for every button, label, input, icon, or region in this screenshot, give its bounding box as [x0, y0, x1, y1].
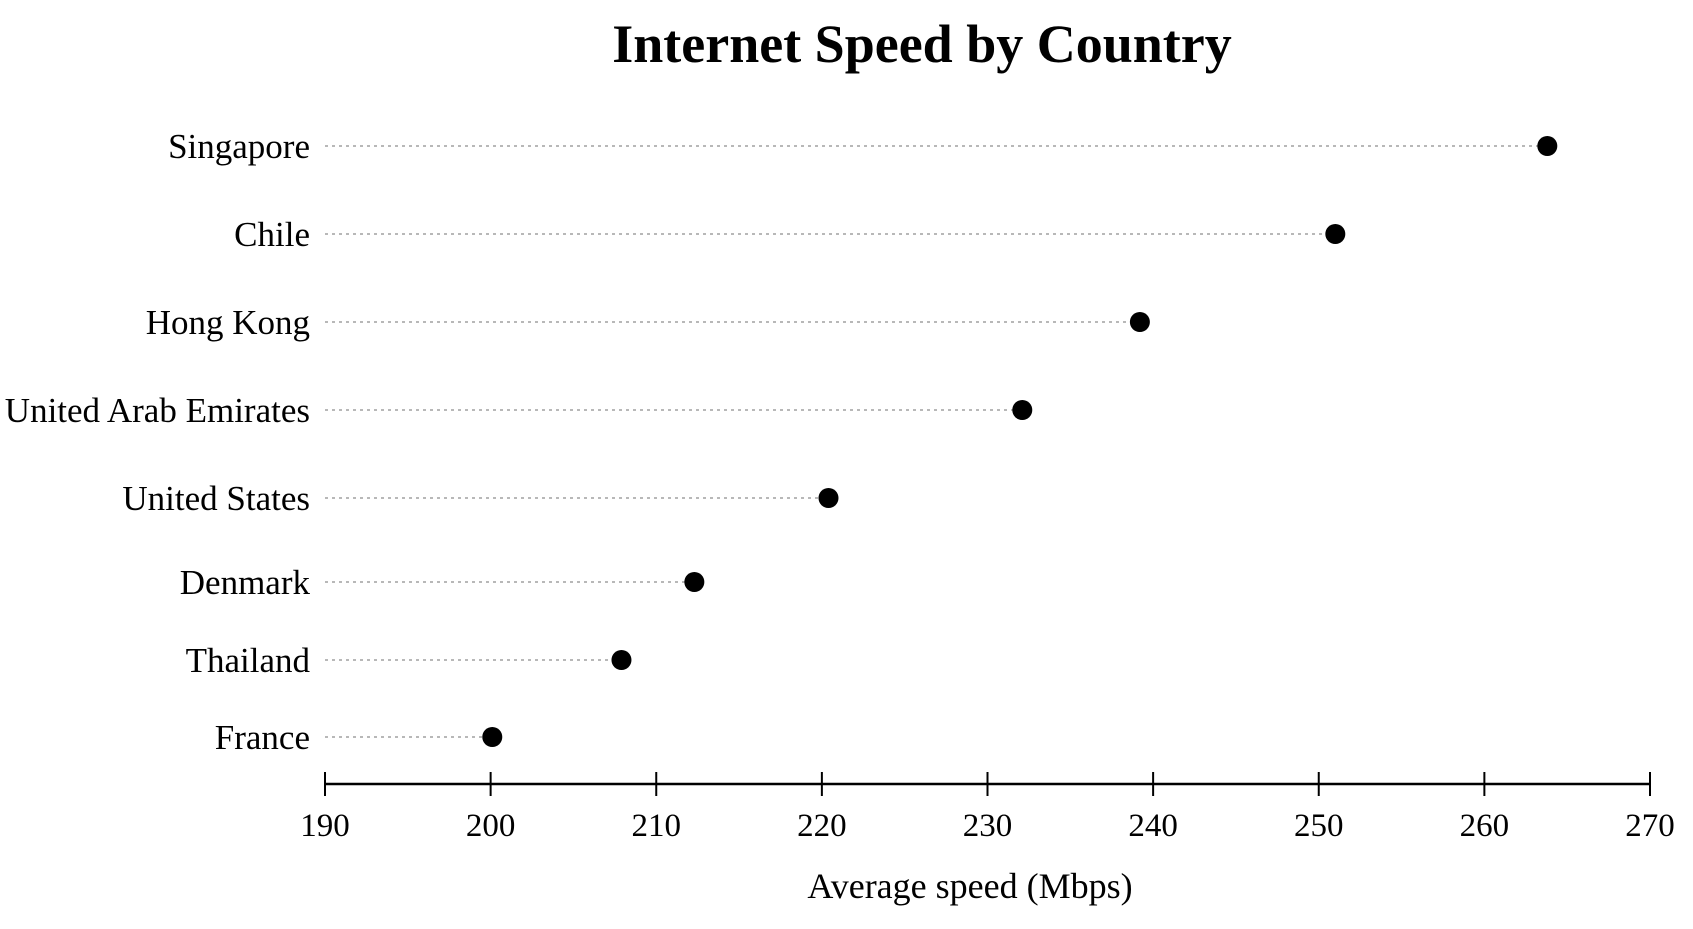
category-label: Chile: [234, 215, 310, 254]
x-tick-label: 270: [1625, 808, 1675, 844]
category-labels-layer: Singapore Chile Hong Kong United Arab Emira…: [5, 127, 311, 757]
x-tick-label: 210: [632, 808, 682, 844]
data-point[interactable]: [684, 572, 705, 592]
category-label: United Arab Emirates: [5, 391, 310, 430]
x-tick-label: 250: [1294, 808, 1344, 844]
x-tick-label: 200: [466, 808, 516, 844]
x-tick-label: 260: [1460, 808, 1510, 844]
data-point[interactable]: [1537, 136, 1558, 156]
data-point[interactable]: [1325, 224, 1346, 244]
data-point[interactable]: [1012, 400, 1033, 420]
category-label: Thailand: [186, 641, 311, 680]
data-point[interactable]: [818, 488, 839, 508]
category-label: Denmark: [180, 563, 311, 602]
stems-layer: [325, 145, 1548, 738]
x-axis: 190 200 210 220 230 240 250 260 270: [300, 772, 1675, 844]
x-tick-label: 220: [797, 808, 847, 844]
data-point[interactable]: [1129, 312, 1150, 332]
data-point[interactable]: [611, 650, 632, 670]
category-label: United States: [122, 479, 310, 518]
category-label: Singapore: [168, 127, 310, 166]
x-tick-label: 190: [300, 808, 350, 844]
chart-title: Internet Speed by Country: [612, 14, 1232, 74]
x-tick-label: 230: [963, 808, 1013, 844]
category-label: Hong Kong: [146, 303, 310, 342]
x-axis-title: Average speed (Mbps): [807, 866, 1132, 906]
category-label: France: [215, 718, 310, 757]
points-layer: [482, 136, 1558, 747]
x-ticks-layer: 190 200 210 220 230 240 250 260 270: [300, 772, 1675, 844]
data-point[interactable]: [482, 727, 503, 747]
x-tick-label: 240: [1128, 808, 1178, 844]
